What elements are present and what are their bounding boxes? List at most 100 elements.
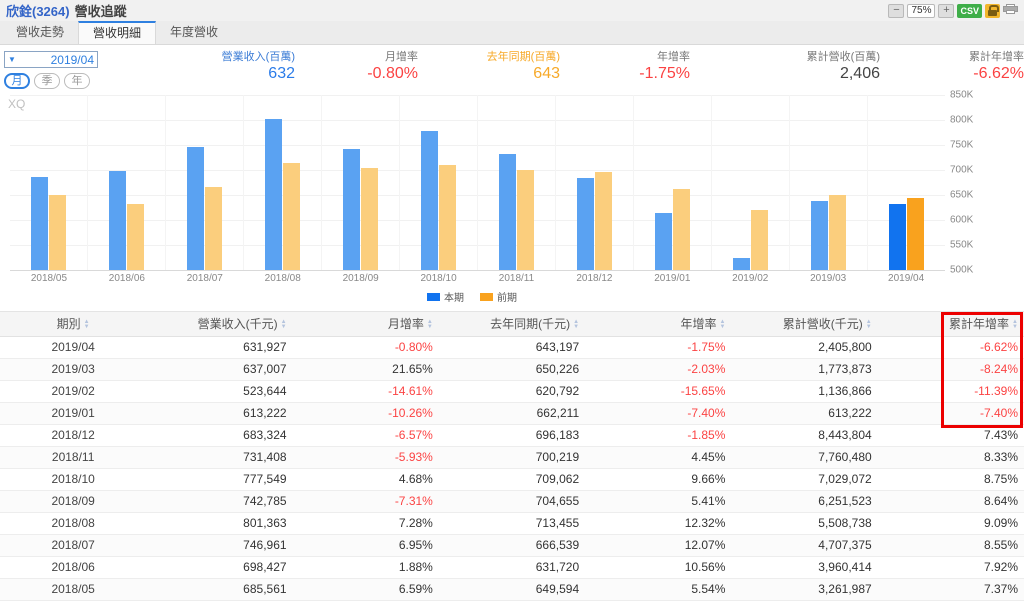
table-row[interactable]: 2019/03 637,007 21.65% 650,226 -2.03% 1,773,8… (0, 358, 1024, 381)
table-cell: 21.65% (292, 358, 439, 381)
table-row[interactable]: 2018/10 777,549 4.68% 709,062 9.66% 7,029,072… (0, 468, 1024, 491)
bar-previous[interactable] (517, 170, 534, 270)
bar-current[interactable] (499, 154, 516, 270)
column-header[interactable]: 去年同期(千元) ▲ ▼ (438, 312, 586, 337)
bar-previous[interactable] (673, 189, 690, 270)
period-button-year[interactable]: 年 (64, 73, 90, 89)
bar-previous[interactable] (361, 168, 378, 270)
bar-current[interactable] (889, 204, 906, 270)
table-cell: 6.95% (292, 534, 439, 557)
table-row[interactable]: 2019/02 523,644 -14.61% 620,792 -15.65% 1,136… (0, 380, 1024, 403)
table-cell: 523,644 (146, 380, 293, 403)
table-row[interactable]: 2018/08 801,363 7.28% 713,455 12.32% 5,508,73… (0, 512, 1024, 535)
bar-current[interactable] (187, 147, 204, 270)
sort-icon[interactable]: ▲ ▼ (865, 319, 872, 331)
table-body: 2019/04 631,927 -0.80% 643,197 -1.75% 2,405,8… (0, 336, 1024, 601)
bar-current[interactable] (31, 177, 48, 270)
page-title: 欣銓(3264) 營收追蹤 (6, 1, 127, 20)
zoom-in-button[interactable]: + (938, 3, 955, 18)
bar-previous[interactable] (907, 198, 924, 270)
sort-icon[interactable]: ▲ ▼ (573, 319, 580, 331)
sort-icon[interactable]: ▲ ▼ (426, 319, 433, 331)
zoom-out-button[interactable]: − (888, 3, 905, 18)
print-icon[interactable] (1003, 3, 1018, 18)
zoom-level: 75% (907, 3, 936, 18)
sort-icon[interactable]: ▲ ▼ (280, 319, 287, 331)
bar-current[interactable] (265, 119, 282, 270)
bar-current[interactable] (655, 213, 672, 270)
table-cell: -7.40% (585, 402, 732, 425)
bar-previous[interactable] (439, 165, 456, 270)
table-cell: 1.88% (292, 556, 439, 579)
table-row[interactable]: 2018/11 731,408 -5.93% 700,219 4.45% 7,760,48… (0, 446, 1024, 469)
table-cell: 8.55% (877, 534, 1024, 557)
table-cell: 2018/06 (0, 556, 147, 579)
table-cell: 746,961 (146, 534, 293, 557)
table-cell: 620,792 (438, 380, 586, 403)
column-header[interactable]: 期別 ▲ ▼ (0, 312, 147, 337)
table-row[interactable]: 2018/12 683,324 -6.57% 696,183 -1.85% 8,443,8… (0, 424, 1024, 447)
y-axis-tick: 750K (950, 139, 974, 151)
table-cell: 3,960,414 (731, 556, 878, 579)
csv-export-button[interactable]: CSV (957, 3, 982, 18)
bar-previous[interactable] (595, 172, 612, 270)
table-row[interactable]: 2019/01 613,222 -10.26% 662,211 -7.40% 613,22… (0, 402, 1024, 425)
period-buttons: 月 季 年 (4, 73, 90, 89)
table-cell: -6.57% (292, 424, 439, 447)
x-axis-tick: 2018/06 (108, 273, 145, 284)
table-row[interactable]: 2018/05 685,561 6.59% 649,594 5.54% 3,261,987… (0, 578, 1024, 601)
column-header[interactable]: 營業收入(千元) ▲ ▼ (146, 312, 293, 337)
column-header[interactable]: 累計年增率 ▲ ▼ (877, 312, 1024, 337)
y-axis-tick: 550K (950, 239, 974, 251)
table-row[interactable]: 2019/04 631,927 -0.80% 643,197 -1.75% 2,405,8… (0, 336, 1024, 359)
stats-row: 營業收入(百萬) 632 月增率 -0.80% 去年同期(百萬) 643 年增率… (110, 48, 1024, 83)
bar-current[interactable] (109, 171, 126, 270)
x-axis-tick: 2019/04 (888, 273, 925, 284)
bar-previous[interactable] (49, 195, 66, 270)
bar-group-2018/07 (166, 95, 244, 270)
table-cell: 5.41% (585, 490, 732, 513)
period-dropdown[interactable]: ▼ 2019/04 (4, 51, 98, 68)
bar-previous[interactable] (283, 163, 300, 270)
x-axis-tick: 2019/02 (732, 273, 769, 284)
table-cell: -10.26% (292, 402, 439, 425)
period-button-month[interactable]: 月 (4, 73, 30, 89)
table-cell: 9.66% (585, 468, 732, 491)
bar-previous[interactable] (127, 204, 144, 270)
stat-cumulative-revenue: 累計營收(百萬) 2,406 (690, 48, 880, 83)
sort-icon[interactable]: ▲ ▼ (719, 319, 726, 331)
tab-revenue-trend[interactable]: 營收走勢 (16, 25, 65, 39)
table-row[interactable]: 2018/09 742,785 -7.31% 704,655 5.41% 6,251,52… (0, 490, 1024, 513)
lock-icon[interactable] (985, 3, 1000, 18)
table-cell: 2019/01 (0, 402, 147, 425)
bar-current[interactable] (421, 131, 438, 270)
bar-previous[interactable] (205, 187, 222, 270)
bar-current[interactable] (577, 178, 594, 270)
tab-revenue-detail[interactable]: 營收明細 (78, 21, 157, 44)
tab-annual-revenue[interactable]: 年度營收 (170, 25, 219, 39)
table-row[interactable]: 2018/06 698,427 1.88% 631,720 10.56% 3,960,41… (0, 556, 1024, 579)
bar-group-2019/04 (868, 95, 945, 270)
table-row[interactable]: 2018/07 746,961 6.95% 666,539 12.07% 4,707,37… (0, 534, 1024, 557)
column-header[interactable]: 年增率 ▲ ▼ (585, 312, 732, 337)
bar-group-2018/08 (244, 95, 322, 270)
table-cell: 12.07% (585, 534, 732, 557)
x-axis-labels: 2018/05 2018/06 2018/07 2018/08 2018/09 2018/… (10, 273, 945, 284)
table-cell: 8.64% (877, 490, 1024, 513)
column-header[interactable]: 月增率 ▲ ▼ (292, 312, 439, 337)
bar-current[interactable] (343, 149, 360, 270)
bar-current[interactable] (811, 201, 828, 270)
table-cell: 7,760,480 (731, 446, 878, 469)
period-button-quarter[interactable]: 季 (34, 73, 60, 89)
table-cell: 7.28% (292, 512, 439, 535)
sort-icon[interactable]: ▲ ▼ (83, 319, 90, 331)
bar-current[interactable] (733, 258, 750, 270)
bar-previous[interactable] (751, 210, 768, 270)
column-header[interactable]: 累計營收(千元) ▲ ▼ (731, 312, 878, 337)
stat-value: -0.80% (367, 65, 418, 82)
sort-icon[interactable]: ▲ ▼ (1012, 319, 1018, 331)
x-axis-tick: 2018/12 (576, 273, 613, 284)
bar-group-2018/12 (556, 95, 634, 270)
tab-bar: 營收走勢 營收明細 年度營收 (0, 21, 1024, 45)
bar-previous[interactable] (829, 195, 846, 270)
